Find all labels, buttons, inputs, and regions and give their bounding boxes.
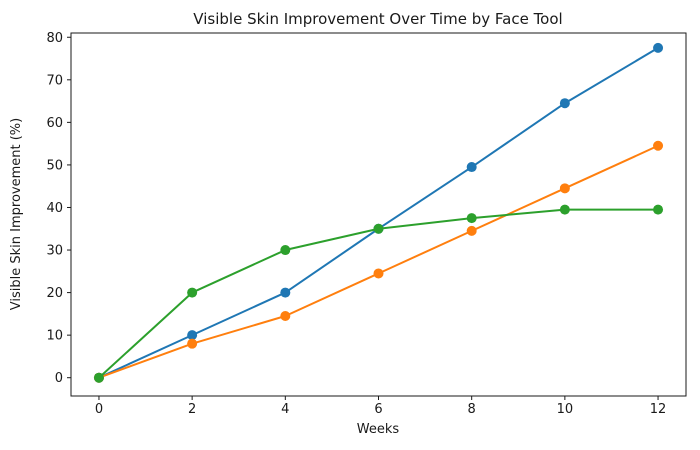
axes-layer: 0 2 4 6 8 10 12 0 10 20 30 40 50 60 70 80 <box>46 31 666 417</box>
marker-orange-series-week-8 <box>466 225 477 236</box>
series-layer <box>93 42 664 383</box>
y-tick-label-30: 30 <box>46 244 63 259</box>
marker-green-series-week-10 <box>559 204 570 215</box>
marker-green-series-week-8 <box>466 213 477 224</box>
plot-border <box>70 32 687 397</box>
marker-blue-series-week-2 <box>187 330 198 341</box>
x-tick-label-8: 8 <box>468 402 476 417</box>
marker-green-series-week-4 <box>280 245 291 256</box>
marker-orange-series-week-6 <box>373 268 384 279</box>
marker-orange-series-week-4 <box>280 310 291 321</box>
marker-orange-series-week-2 <box>187 338 198 349</box>
marker-orange-series-week-12 <box>653 140 664 151</box>
marker-green-series-week-12 <box>653 204 664 215</box>
marker-blue-series-week-10 <box>559 98 570 109</box>
y-axis-label: Visible Skin Improvement (%) <box>9 118 24 310</box>
marker-green-series-week-0 <box>93 372 104 383</box>
x-tick-label-12: 12 <box>650 402 667 417</box>
x-tick-label-6: 6 <box>374 402 382 417</box>
plot-area <box>71 33 686 396</box>
x-axis-label: Weeks <box>357 422 400 437</box>
chart-title: Visible Skin Improvement Over Time by Fa… <box>193 10 562 28</box>
marker-green-series-week-2 <box>187 287 198 298</box>
y-tick-label-60: 60 <box>46 116 63 131</box>
marker-orange-series-week-10 <box>559 183 570 194</box>
x-tick-label-4: 4 <box>281 402 289 417</box>
y-tick-label-70: 70 <box>46 73 63 88</box>
marker-green-series-week-6 <box>373 223 384 234</box>
y-tick-label-10: 10 <box>46 329 63 344</box>
y-tick-label-80: 80 <box>46 31 63 46</box>
y-tick-label-40: 40 <box>46 201 63 216</box>
x-tick-label-0: 0 <box>95 402 103 417</box>
y-tick-label-20: 20 <box>46 286 63 301</box>
y-tick-label-50: 50 <box>46 158 63 173</box>
marker-blue-series-week-12 <box>653 42 664 53</box>
marker-blue-series-week-4 <box>280 287 291 298</box>
y-tick-label-0: 0 <box>55 371 63 386</box>
marker-blue-series-week-8 <box>466 162 477 173</box>
x-tick-label-10: 10 <box>557 402 574 417</box>
x-tick-label-2: 2 <box>188 402 196 417</box>
